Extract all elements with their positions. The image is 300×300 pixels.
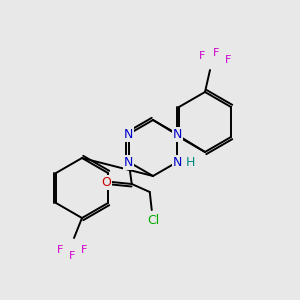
Text: Cl: Cl [148, 214, 160, 226]
Text: N: N [172, 155, 182, 169]
Text: F: F [69, 251, 75, 261]
Text: N: N [124, 155, 134, 169]
Text: O: O [101, 176, 111, 188]
Text: H: H [186, 157, 195, 169]
Text: F: F [81, 245, 87, 255]
Text: N: N [124, 128, 134, 140]
Text: N: N [172, 128, 182, 140]
Text: F: F [199, 51, 205, 61]
Text: F: F [225, 55, 231, 65]
Text: F: F [57, 245, 63, 255]
Text: F: F [213, 48, 219, 58]
